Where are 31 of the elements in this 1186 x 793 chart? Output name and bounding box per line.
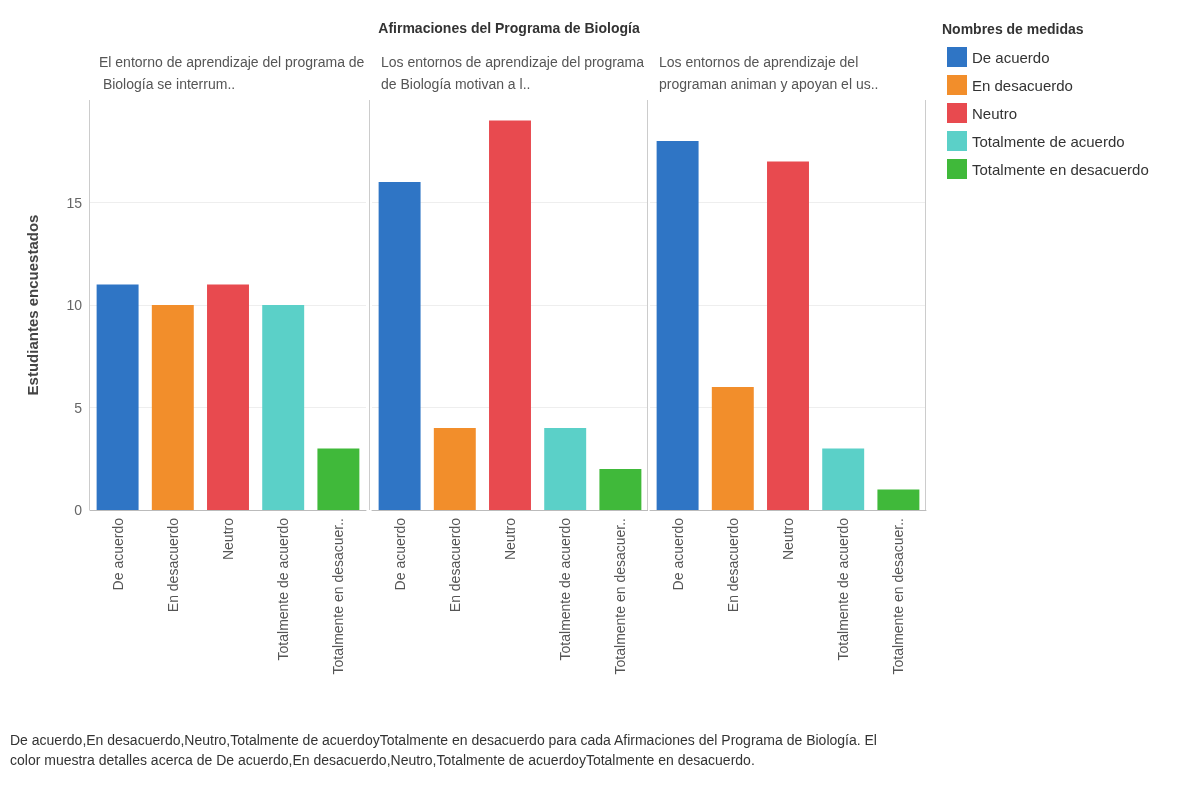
x-tick-label: Neutro <box>220 517 236 561</box>
y-tick-label: 15 <box>66 194 83 211</box>
x-tick-label: De acuerdo <box>669 517 686 591</box>
chart-subtitle: El entorno de aprendizaje del programa de Biología se interrum.. <box>99 54 365 92</box>
y-tick-label: 5 <box>74 399 83 416</box>
legend-label: En desacuerdo <box>972 76 1073 94</box>
x-tick-label: De acuerdo <box>391 517 408 591</box>
x-tick-label: Neutro <box>502 517 518 561</box>
chart-subtitle: Los entornos de aprendizaje del programan animan y apoyan el us.. <box>659 54 879 92</box>
x-tick-label: Totalmente de acuerdo <box>275 517 292 661</box>
legend-label: De acuerdo <box>972 48 1050 66</box>
x-tick-label: Totalmente en desacuer.. <box>612 518 629 675</box>
legend-title: Nombres de medidas <box>942 21 1084 37</box>
legend-label: Totalmente en desacuerdo <box>972 160 1149 178</box>
x-tick-label: En desacuerdo <box>724 517 741 613</box>
chart-subtitle: Los entornos de aprendizaje del programa de Biología motivan a l.. <box>381 54 648 92</box>
x-tick-label: Totalmente en desacuer.. <box>330 518 347 675</box>
legend-label: Totalmente de acuerdo <box>972 132 1125 150</box>
y-tick-label: 0 <box>74 502 83 518</box>
y-tick-label: 10 <box>66 297 83 313</box>
x-tick-label: De acuerdo <box>109 517 126 591</box>
x-tick-label: Totalmente de acuerdo <box>835 517 852 661</box>
x-tick-label: En desacuerdo <box>164 517 181 613</box>
text: De acuerdo,En desacuerdo,Neutro,Totalmente de acuerdoyTotalmente en desacuerdo para cada Afirmaciones del Programa de Biología. El color muestra detalles acerca de De acuerdo,En desacuerdo,Neutro,Totalmente de acuerdoyTotalmente en desacuerdo. <box>10 731 878 770</box>
x-tick-label: En desacuerdo <box>446 517 463 613</box>
x-tick-label: Totalmente en desacuer.. <box>890 518 907 675</box>
x-tick-label: Neutro <box>780 517 796 561</box>
y-axis-title: Estudiantes encuestados <box>24 214 41 396</box>
legend-label: Neutro <box>972 104 1018 122</box>
x-tick-label: Totalmente de acuerdo <box>557 517 574 661</box>
chart-title: Afirmaciones del Programa de Biología <box>378 20 640 36</box>
